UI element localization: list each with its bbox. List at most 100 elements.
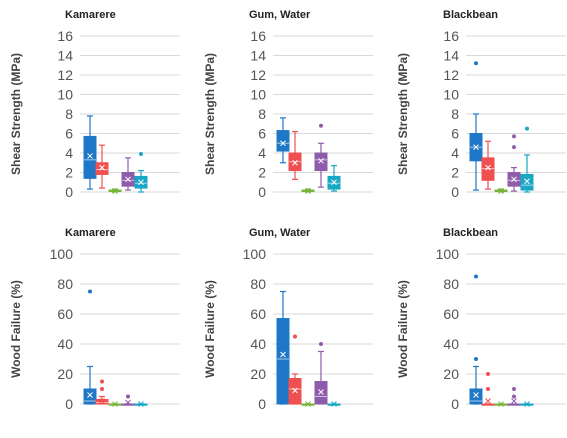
box-series-4 xyxy=(121,157,135,191)
mean-marker xyxy=(125,176,131,183)
box xyxy=(83,135,97,179)
mean-marker xyxy=(87,153,93,159)
y-tick-label: 20 xyxy=(250,366,266,382)
mean-marker xyxy=(511,176,517,183)
box-series-5 xyxy=(520,401,534,407)
box xyxy=(95,162,109,175)
box-series-4 xyxy=(314,123,328,188)
box-series-3 xyxy=(108,188,122,194)
mean-marker xyxy=(99,398,105,404)
box xyxy=(481,403,495,406)
y-tick-label: 8 xyxy=(451,106,459,122)
panel-title: Kamarere xyxy=(65,227,116,239)
y-tick-label: 80 xyxy=(443,276,459,292)
box-series-5 xyxy=(134,401,148,407)
box-series-4 xyxy=(507,387,521,406)
y-tick-label: 40 xyxy=(250,336,266,352)
y-tick-label: 40 xyxy=(57,336,73,352)
y-tick-label: 100 xyxy=(436,246,460,262)
mean-marker xyxy=(524,178,530,185)
box-series-1 xyxy=(469,61,483,191)
y-tick-label: 2 xyxy=(65,165,73,181)
y-tick-label: 2 xyxy=(451,165,459,181)
box-series-2 xyxy=(481,140,495,190)
mean-marker xyxy=(305,188,311,194)
y-tick-label: 6 xyxy=(65,126,73,142)
outlier-point xyxy=(474,357,478,361)
mean-marker xyxy=(112,401,118,407)
y-tick-label: 12 xyxy=(443,67,459,83)
y-tick-label: 0 xyxy=(258,396,266,412)
box-series-4 xyxy=(314,342,328,405)
y-tick-label: 2 xyxy=(258,165,266,181)
y-tick-label: 14 xyxy=(250,48,266,64)
box-series-2 xyxy=(481,372,495,406)
mean-marker xyxy=(280,140,286,147)
box-series-3 xyxy=(108,401,122,407)
mean-marker xyxy=(485,398,491,404)
y-tick-label: 60 xyxy=(57,306,73,322)
outlier-point xyxy=(525,126,529,131)
chart-panel-2: Gum, Water Shear Strength (MPa) 0 2 4 6 8 10 12 1… xyxy=(203,9,373,200)
outlier-point xyxy=(512,134,516,139)
chart-panel-5: Gum, Water Wood Failure (%) 0 20 40 60 80 100 xyxy=(203,227,373,412)
y-tick-label: 16 xyxy=(250,28,266,44)
y-tick-label: 60 xyxy=(443,306,459,322)
box-series-5 xyxy=(327,165,341,192)
panel-title: Kamarere xyxy=(65,9,116,21)
y-tick-label: 12 xyxy=(57,67,73,83)
mean-marker xyxy=(138,401,144,407)
box-series-2 xyxy=(288,334,302,405)
outlier-point xyxy=(88,289,92,294)
mean-marker xyxy=(318,389,324,395)
outlier-point xyxy=(319,123,323,128)
box-series-1 xyxy=(83,289,97,405)
box xyxy=(520,173,534,191)
y-tick-label: 0 xyxy=(65,184,73,200)
y-tick-label: 4 xyxy=(451,145,459,161)
y-tick-label: 20 xyxy=(443,366,459,382)
chart-panel-1: Kamarere Shear Strength (MPa) 0 2 4 6 8 10 12 14 1… xyxy=(9,9,180,200)
y-tick-label: 40 xyxy=(443,336,459,352)
mean-marker xyxy=(511,398,517,404)
outlier-point xyxy=(486,372,490,376)
box-series-2 xyxy=(95,144,109,189)
y-tick-label: 14 xyxy=(443,48,459,64)
mean-marker xyxy=(138,179,144,186)
y-tick-label: 0 xyxy=(258,184,266,200)
outlier-point xyxy=(512,394,516,399)
box xyxy=(95,399,109,405)
outlier-point xyxy=(100,387,104,391)
chart-panel-6: Blackbean Wood Failure (%) 0 20 40 60 80 100 xyxy=(396,227,566,412)
mean-marker xyxy=(292,387,298,394)
box xyxy=(507,403,521,406)
y-tick-label: 12 xyxy=(250,67,266,83)
y-axis-label: Shear Strength (MPa) xyxy=(9,53,23,175)
mean-marker xyxy=(112,188,118,194)
outlier-point xyxy=(474,274,478,279)
box-series-1 xyxy=(276,117,290,164)
outlier-point xyxy=(126,394,130,399)
y-tick-label: 14 xyxy=(57,48,73,64)
y-tick-label: 16 xyxy=(57,28,73,44)
box-series-1 xyxy=(469,274,483,405)
mean-marker xyxy=(292,159,298,166)
mean-marker xyxy=(331,401,337,407)
mean-marker xyxy=(280,351,286,358)
box-series-5 xyxy=(134,151,148,193)
y-axis-label: Wood Failure (%) xyxy=(9,280,23,378)
panel-title: Gum, Water xyxy=(249,9,311,21)
box-series-3 xyxy=(494,188,508,194)
y-tick-label: 20 xyxy=(57,366,73,382)
mean-marker xyxy=(498,188,504,194)
box-series-1 xyxy=(276,290,290,405)
y-tick-label: 10 xyxy=(250,87,266,103)
y-tick-label: 6 xyxy=(258,126,266,142)
outlier-point xyxy=(100,379,104,384)
y-tick-label: 60 xyxy=(250,306,266,322)
box-series-3 xyxy=(301,401,315,407)
mean-marker xyxy=(331,179,337,186)
y-tick-label: 4 xyxy=(258,145,266,161)
mean-marker xyxy=(524,401,530,407)
